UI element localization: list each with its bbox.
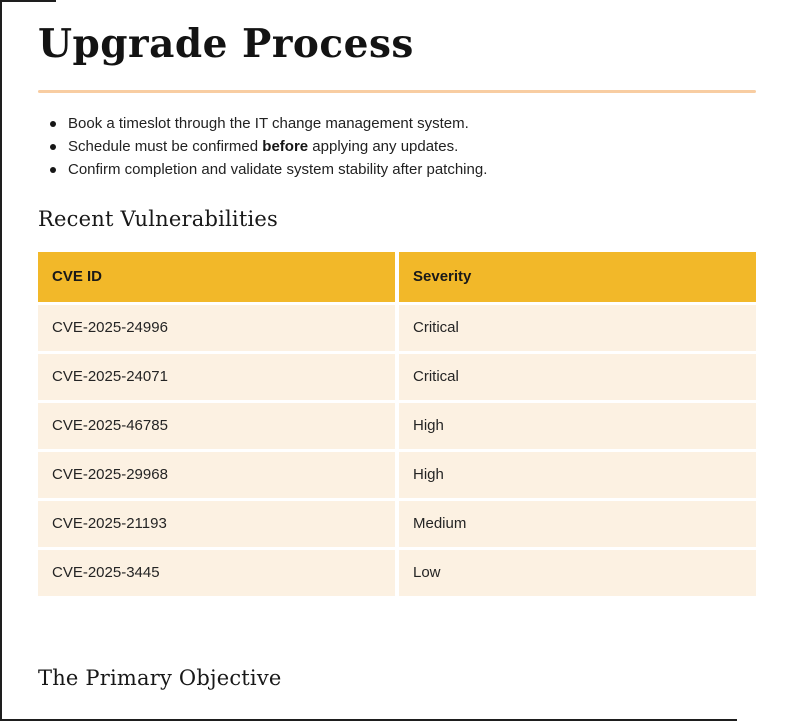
cve-id-cell: CVE-2025-21193 [38,500,395,547]
bullet-item: Book a timeslot through the IT change ma… [38,112,756,135]
severity-cell: High [399,402,756,449]
page-border-bottom [0,719,737,721]
page-border-left [0,0,2,721]
severity-cell: Low [399,549,756,596]
section-heading-recent-vulnerabilities: Recent Vulnerabilities [38,206,278,231]
severity-cell: Critical [399,304,756,351]
cve-id-cell: CVE-2025-24996 [38,304,395,351]
vulnerabilities-table: CVE ID Severity CVE-2025-24996 Critical CVE-… [38,251,756,596]
severity-cell: High [399,451,756,498]
severity-cell: Critical [399,353,756,400]
bullet-item: Confirm completion and validate system s… [38,158,756,181]
section-heading-primary-objective: The Primary Objective [38,665,282,690]
bullet-list: Book a timeslot through the IT change ma… [38,112,756,181]
bullet-item: Schedule must be confirmed before applyi… [38,135,756,158]
table-header-severity: Severity [399,251,756,302]
cve-id-cell: CVE-2025-46785 [38,402,395,449]
page-title: Upgrade Process [38,21,414,67]
title-divider-line [38,89,756,93]
page-border-top [0,0,56,2]
cve-id-cell: CVE-2025-3445 [38,549,395,596]
cve-id-cell: CVE-2025-29968 [38,451,395,498]
cve-id-cell: CVE-2025-24071 [38,353,395,400]
severity-cell: Medium [399,500,756,547]
table-header-cve-id: CVE ID [38,251,395,302]
document-page: Upgrade Process Book a timeslot through … [38,21,756,690]
